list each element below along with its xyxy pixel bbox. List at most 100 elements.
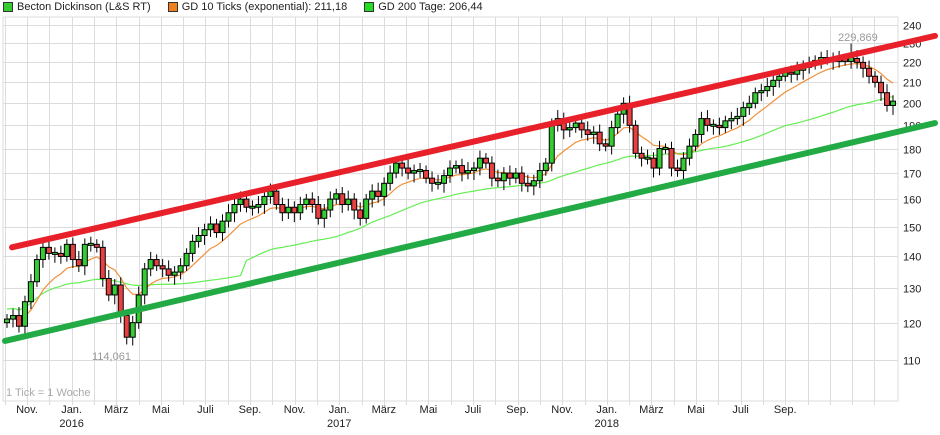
candle-up xyxy=(770,79,777,87)
candle-up xyxy=(303,198,310,206)
candle-up xyxy=(740,107,747,117)
x-tick-label: Sep. xyxy=(506,404,529,416)
chart-grid xyxy=(2,16,899,405)
candle-down xyxy=(866,67,873,77)
y-tick-label: 180 xyxy=(903,145,921,157)
candle-up xyxy=(548,124,555,164)
x-tick-label: Sep. xyxy=(774,404,797,416)
candle-up xyxy=(207,223,214,231)
candle-down xyxy=(884,92,891,106)
candle-up xyxy=(39,246,46,261)
candle-up xyxy=(698,118,705,135)
candle-down xyxy=(632,124,639,154)
candle-down xyxy=(602,143,609,147)
candle-down xyxy=(93,243,100,248)
y-tick-label: 220 xyxy=(903,58,921,70)
candle-up xyxy=(129,322,136,338)
candle-up xyxy=(447,167,453,177)
y-tick-label: 160 xyxy=(903,195,921,207)
candle-up xyxy=(231,204,238,214)
candle-down xyxy=(105,277,112,296)
candle-up xyxy=(195,235,202,242)
candle-down xyxy=(494,177,501,182)
x-tick-label: Juli xyxy=(732,404,749,416)
candle-down xyxy=(578,122,585,131)
candle-up xyxy=(171,271,178,276)
legend-item-ema10[interactable]: GD 10 Ticks (exponential): 211,18 xyxy=(165,1,347,13)
legend-swatch-price xyxy=(3,2,13,12)
candle-up xyxy=(201,229,208,237)
candle-down xyxy=(878,81,885,94)
candle-up xyxy=(435,181,442,185)
candle-up xyxy=(111,284,118,296)
candle-up xyxy=(512,172,519,179)
x-tick-label: Jan. xyxy=(329,404,350,416)
candle-up xyxy=(746,102,753,109)
candle-up xyxy=(333,193,340,200)
legend-item-price[interactable]: Becton Dickinson (L&S RT) xyxy=(0,1,151,13)
candle-up xyxy=(147,259,154,270)
x-tick-label: Jan. xyxy=(596,404,617,416)
candle-down xyxy=(596,131,603,145)
candle-down xyxy=(482,157,489,164)
y-axis: 1101201301401501601701801902002102202302… xyxy=(903,21,921,368)
legend-swatch-ema10 xyxy=(167,2,178,12)
candle-up xyxy=(249,205,256,209)
x-tick-label: März xyxy=(639,404,663,416)
candle-down xyxy=(315,204,322,219)
candle-up xyxy=(345,198,352,206)
candle-up xyxy=(237,198,244,206)
candle-down xyxy=(153,259,160,267)
candle-down xyxy=(488,162,495,179)
candle-up xyxy=(476,157,483,169)
legend-swatch-sma200 xyxy=(364,2,375,12)
candle-up xyxy=(452,165,459,169)
candle-up xyxy=(890,100,896,106)
x-tick-year: 2017 xyxy=(327,418,351,430)
candle-up xyxy=(387,172,394,184)
candle-down xyxy=(165,268,172,276)
candle-up xyxy=(141,268,148,296)
candle-up xyxy=(177,265,184,273)
candlesticks xyxy=(4,43,896,346)
candle-up xyxy=(363,198,370,219)
candle-up xyxy=(411,170,418,174)
candle-up xyxy=(285,206,292,214)
candle-up xyxy=(470,167,477,172)
candle-down xyxy=(375,190,382,197)
candle-down xyxy=(213,223,220,234)
candle-up xyxy=(566,127,573,131)
candle-down xyxy=(458,165,465,174)
trendlines xyxy=(2,32,938,344)
candle-down xyxy=(716,124,723,129)
candle-up xyxy=(500,172,507,182)
candle-up xyxy=(686,145,693,159)
high-annotation: 229,869 xyxy=(838,32,878,44)
candle-up xyxy=(608,127,615,147)
candle-down xyxy=(45,246,52,254)
y-tick-label: 150 xyxy=(903,223,921,235)
candle-down xyxy=(273,190,280,206)
candle-up xyxy=(4,318,10,324)
tick-interval-note: 1 Tick = 1 Woche xyxy=(6,387,90,399)
candle-down xyxy=(75,259,82,267)
y-tick-label: 170 xyxy=(903,169,921,181)
candle-down xyxy=(351,198,358,211)
candle-up xyxy=(219,220,226,234)
candle-down xyxy=(584,129,591,135)
x-tick-year: 2018 xyxy=(595,418,619,430)
candle-up xyxy=(441,175,448,184)
candle-up xyxy=(734,115,741,120)
candle-up xyxy=(764,85,771,92)
candle-up xyxy=(261,195,268,206)
candle-up xyxy=(9,315,16,320)
y-tick-label: 130 xyxy=(903,284,921,296)
support-trendline xyxy=(2,120,938,344)
candle-up xyxy=(267,190,274,197)
x-tick-label: März xyxy=(104,404,128,416)
candle-down xyxy=(518,172,525,184)
candle-down xyxy=(99,246,106,279)
legend-item-sma200[interactable]: GD 200 Tage: 206,44 xyxy=(361,1,483,13)
x-tick-label: Sep. xyxy=(239,404,262,416)
